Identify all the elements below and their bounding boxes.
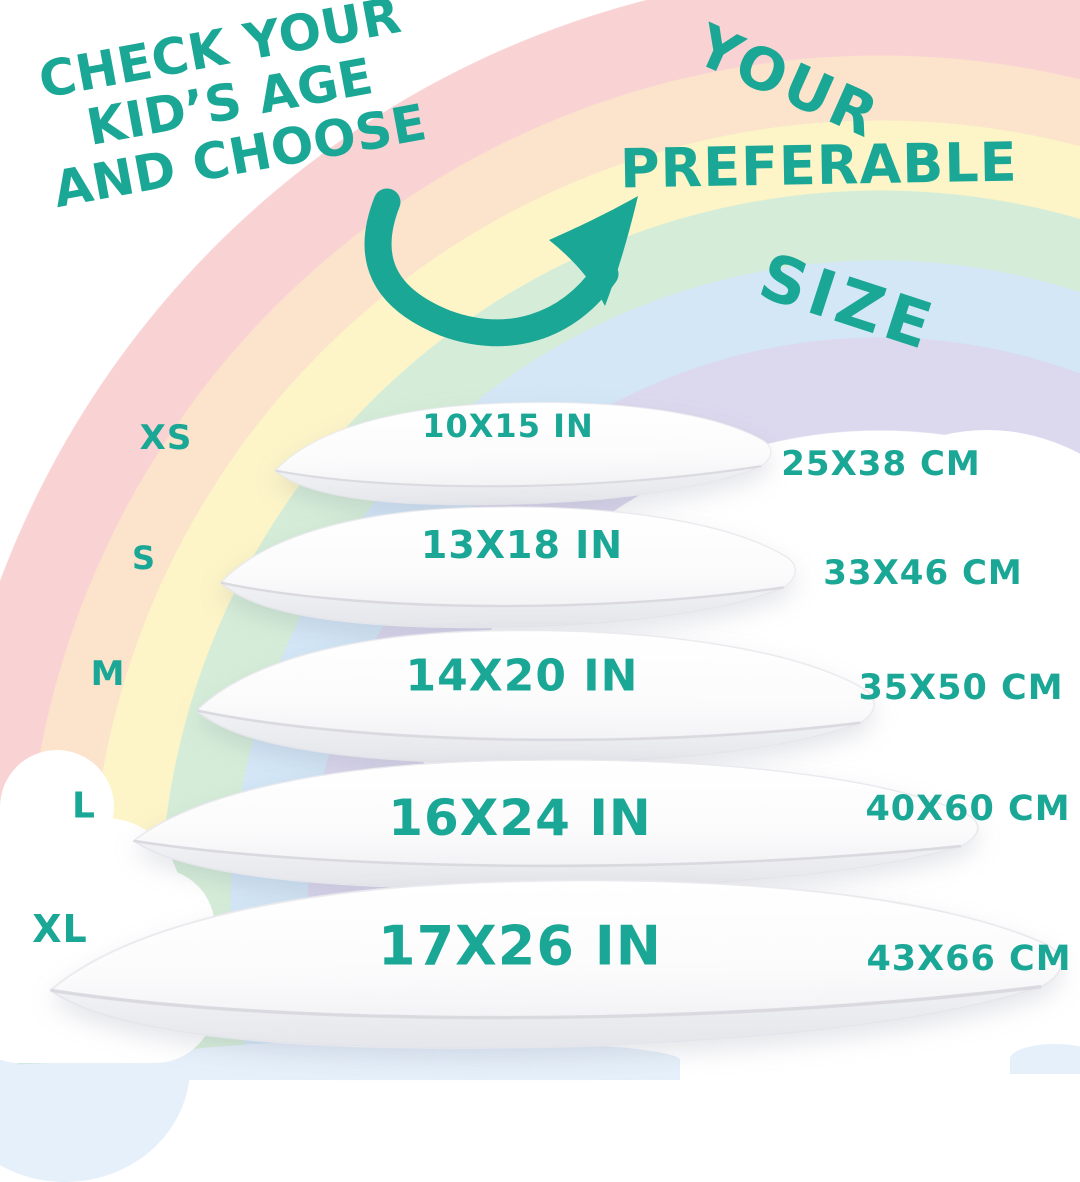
pillow-m xyxy=(189,610,881,777)
cm-label-s: 33X46 CM xyxy=(823,553,1023,593)
cm-label-xl: 43X66 CM xyxy=(866,939,1072,979)
size-label-m: M xyxy=(90,654,126,694)
inches-label-l: 16X24 IN xyxy=(388,789,652,847)
pillow-xl xyxy=(39,855,1071,1066)
cm-label-m: 35X50 CM xyxy=(858,668,1064,708)
headline-right-preferable: PREFERABLE xyxy=(619,130,1019,201)
inches-label-xs: 10X15 IN xyxy=(422,407,594,445)
pillow-l xyxy=(125,744,985,899)
size-label-xs: XS xyxy=(139,418,193,458)
inches-label-xl: 17X26 IN xyxy=(377,914,663,978)
size-label-xl: XL xyxy=(32,907,88,951)
size-label-l: L xyxy=(72,785,96,827)
curved-arrow-icon xyxy=(355,176,655,354)
pillow-xs xyxy=(269,386,776,517)
inches-label-m: 14X20 IN xyxy=(405,650,639,702)
cm-label-l: 40X60 CM xyxy=(865,789,1071,829)
pillow-s xyxy=(215,492,800,637)
inches-label-s: 13X18 IN xyxy=(420,523,624,567)
cm-label-xs: 25X38 CM xyxy=(781,444,981,484)
size-label-s: S xyxy=(131,539,157,577)
